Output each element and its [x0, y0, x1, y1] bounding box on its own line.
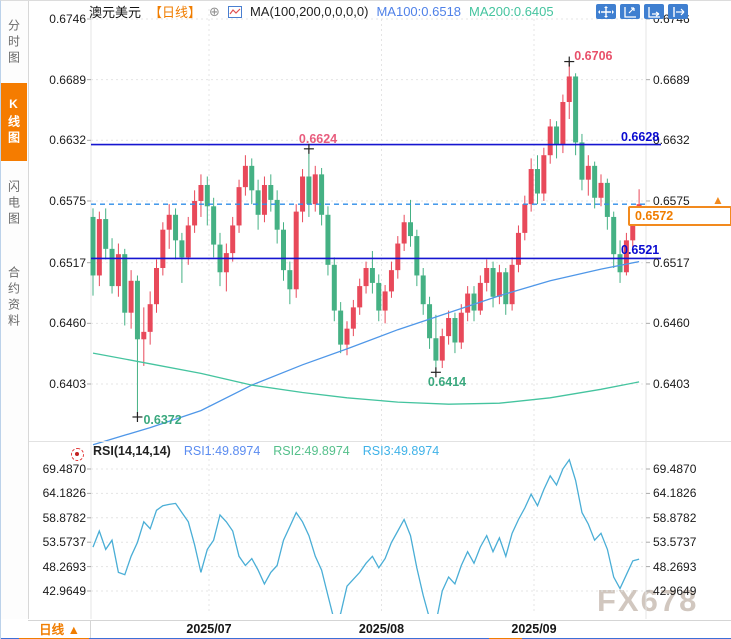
x-axis-scale-icon[interactable] [644, 4, 664, 19]
symbol-title: 澳元美元 [89, 5, 142, 20]
price-axis-label-left: 0.6403 [49, 377, 86, 391]
rsi-axis-label-left: 53.5737 [42, 535, 86, 550]
rsi-axis-label-left: 42.9649 [42, 584, 86, 598]
period-tab-daily[interactable]: 日线 ▲ [29, 621, 91, 639]
sidebar-item-kline-chart[interactable]: K线图 [1, 83, 27, 161]
sidebar-item-contract-info[interactable]: 合约资料 [6, 266, 21, 330]
swing-price-label: 0.6706 [574, 48, 613, 63]
swing-price-label: 0.6372 [143, 412, 182, 427]
chart-type-icon[interactable] [227, 5, 242, 18]
y-axis-scale-icon[interactable] [620, 4, 640, 19]
support-level-label: 0.6521 [621, 243, 660, 258]
price-axis-label-left: 0.6632 [49, 133, 86, 148]
rsi-axis-label-right: 69.4870 [653, 462, 697, 476]
price-axis-label-left: 0.6746 [49, 12, 86, 26]
add-indicator-icon[interactable]: ⊕ [209, 3, 220, 19]
pane-divider [28, 441, 731, 442]
period-tab-label: 日线 [39, 623, 65, 637]
rsi-title: RSI(14,14,14) [93, 444, 171, 458]
rsi-axis-label-left: 48.2693 [42, 559, 86, 574]
resistance-level-label: 0.6628 [621, 129, 660, 144]
price-axis-label-right: 0.6575 [653, 193, 690, 208]
price-axis-label-right: 0.6403 [653, 377, 690, 391]
pan-icon[interactable] [596, 4, 616, 19]
period-tab-arrow-icon: ▲ [67, 623, 80, 637]
rsi-axis-label-left: 58.8782 [42, 510, 86, 525]
period-title: 【日线】 [149, 5, 202, 20]
price-axis-label-right: 0.6460 [653, 316, 690, 331]
price-up-arrow-icon: ▲ [712, 193, 724, 207]
swing-price-label: 0.6624 [298, 131, 338, 146]
chart-toolbar [596, 4, 688, 19]
swing-price-label: 0.6414 [427, 375, 467, 390]
rsi-header: RSI(14,14,14) RSI1:49.8974 RSI2:49.8974 … [93, 444, 439, 458]
price-axis-label-right: 0.6517 [653, 255, 690, 270]
rsi-axis-label-left: 69.4870 [42, 462, 86, 476]
x-axis-month-label: 2025/09 [511, 622, 557, 636]
rsi-axis-label-left: 64.1826 [42, 486, 86, 501]
sidebar-item-lightning-chart[interactable]: 闪电图 [6, 180, 21, 228]
rsi-axis-label-right: 53.5737 [653, 535, 697, 550]
rsi-axis-label-right: 64.1826 [653, 486, 697, 501]
rsi2-value: RSI2:49.8974 [273, 444, 350, 458]
price-axis-label-left: 0.6460 [49, 316, 86, 331]
chart-header: 澳元美元 【日线】 ⊕ MA(100,200,0,0,0,0) MA100:0.… [89, 3, 554, 21]
indicator-settings-icon[interactable] [71, 448, 84, 461]
rsi1-value: RSI1:49.8974 [183, 444, 261, 458]
jump-to-latest-icon[interactable] [668, 4, 688, 19]
sidebar-item-time-chart[interactable]: 分时图 [6, 19, 21, 67]
price-axis-label-left: 0.6517 [49, 255, 86, 270]
sidebar: 分时图 K线图 闪电图 合约资料 [1, 1, 29, 619]
current-price-box: 0.6572 [628, 206, 731, 226]
x-axis-month-label: 2025/08 [358, 622, 405, 636]
price-axis-label-left: 0.6689 [49, 72, 86, 87]
ma-settings-label: MA(100,200,0,0,0,0) [249, 4, 369, 19]
ma200-value-label: MA200:0.6405 [469, 4, 554, 19]
price-axis-label-right: 0.6632 [653, 133, 690, 148]
price-axis-label-left: 0.6575 [49, 193, 86, 208]
rsi-axis-label-right: 58.8782 [653, 510, 697, 525]
bottom-axis-bar: 日线 ▲ [28, 620, 731, 639]
rsi-axis-label-right: 42.9649 [653, 584, 697, 598]
price-axis-label-right: 0.6689 [653, 72, 690, 87]
rsi-axis-label-right: 48.2693 [653, 559, 697, 574]
x-axis-month-label: 2025/07 [186, 622, 232, 636]
watermark: FX678 [597, 583, 699, 618]
ma100-value-label: MA100:0.6518 [376, 4, 462, 19]
rsi3-value: RSI3:49.8974 [362, 444, 440, 458]
